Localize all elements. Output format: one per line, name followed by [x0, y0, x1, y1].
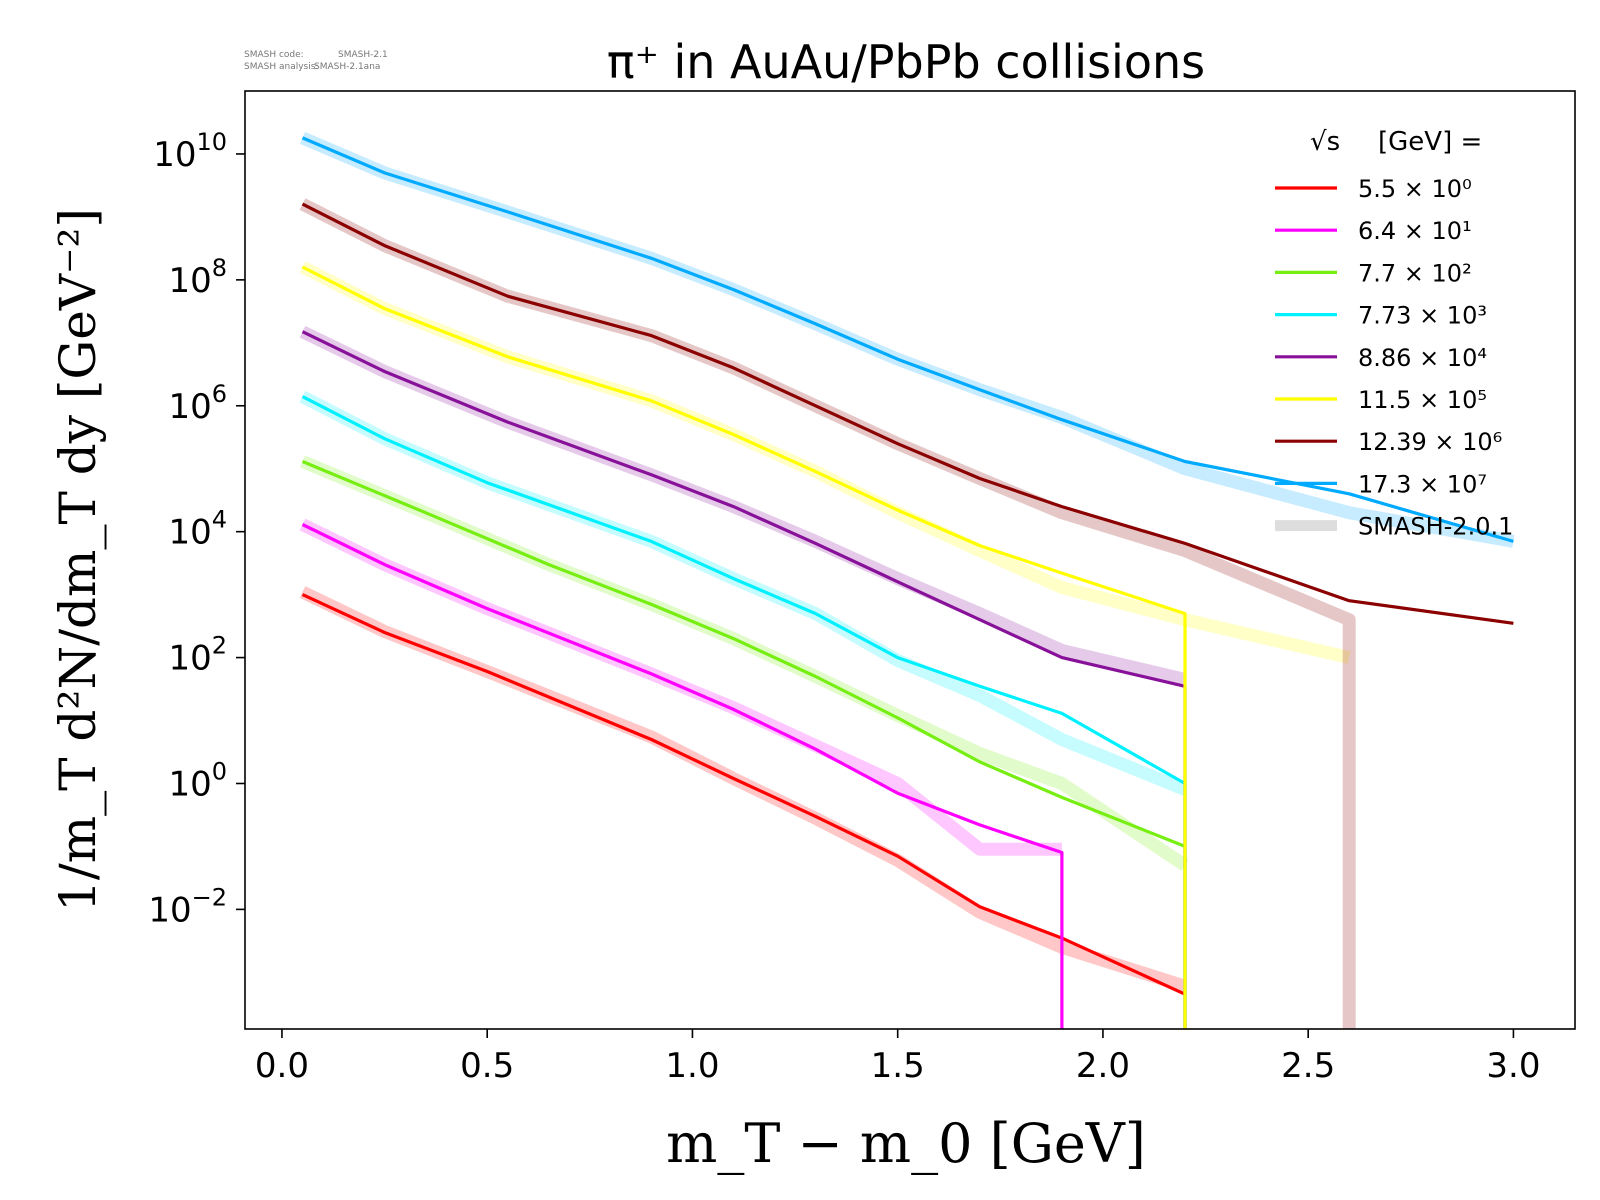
x-tick-label: 0.0 [255, 1046, 309, 1086]
legend-label: 17.3 × 10⁷ [1358, 470, 1487, 498]
y-tick-label: 108 [168, 254, 227, 301]
x-tick-label: 2.5 [1281, 1046, 1335, 1086]
y-tick-label: 102 [168, 632, 227, 679]
series-line-4 [301, 395, 1187, 1029]
y-tick-label: 1010 [153, 128, 227, 175]
y-axis-label: 1/m_T d²N/dm_T dy [GeV⁻²] [49, 208, 107, 912]
legend-label: 11.5 × 10⁵ [1358, 386, 1487, 414]
legend-title-unit: [GeV] = [1378, 127, 1482, 157]
legend: √s [GeV] = 5.5 × 10⁰ 6.4 × 10¹ 7.7 × 10² 7.… [1275, 127, 1513, 541]
legend-label: 5.5 × 10⁰ [1358, 175, 1472, 203]
series-line-2 [301, 523, 1064, 1029]
legend-title: √s [GeV] = [1310, 127, 1482, 157]
y-tick-label: 100 [168, 757, 227, 804]
y-tick-label: 104 [168, 506, 227, 553]
legend-label: SMASH-2.0.1 [1358, 513, 1513, 541]
series-line-8 [301, 136, 1514, 543]
series-curves [301, 136, 1514, 1029]
plot-area [245, 91, 1575, 1029]
legend-label: 6.4 × 10¹ [1358, 217, 1472, 245]
legend-items: 5.5 × 10⁰ 6.4 × 10¹ 7.7 × 10² 7.73 × 10³ 8.8… [1275, 175, 1513, 541]
smash-code-label: SMASH code: [244, 50, 304, 60]
series-line-5 [301, 330, 1187, 1029]
chart-title: π⁺ in AuAu/PbPb collisions [607, 35, 1205, 89]
series-line-7 [301, 202, 1514, 625]
x-tick-label: 1.5 [871, 1046, 925, 1086]
series-line-1 [301, 593, 1186, 996]
series-line-6 [301, 265, 1187, 1029]
legend-title-sqrt-s: √s [1310, 127, 1340, 157]
y-tick-label: 106 [168, 380, 227, 427]
x-tick-label: 2.0 [1076, 1046, 1130, 1086]
smash-analysis-label: SMASH analysis: [244, 62, 318, 72]
legend-label: 12.39 × 10⁶ [1358, 428, 1502, 456]
smash-analysis-value: SMASH-2.1ana [314, 62, 380, 72]
legend-label: 8.86 × 10⁴ [1358, 344, 1487, 372]
x-tick-label: 0.5 [460, 1046, 514, 1086]
legend-label: 7.7 × 10² [1358, 259, 1472, 287]
y-axis: 1010 108 106 104 102 100 10−2 [148, 128, 245, 930]
y-tick-label: 10−2 [148, 883, 227, 930]
x-axis: 0.0 0.5 1.0 1.5 2.0 2.5 3.0 [255, 1029, 1540, 1086]
x-tick-label: 1.0 [665, 1046, 719, 1086]
legend-label: 7.73 × 10³ [1358, 302, 1487, 330]
smash-code-value: SMASH-2.1 [338, 50, 388, 60]
x-tick-label: 3.0 [1486, 1046, 1540, 1086]
series-line-3 [301, 460, 1187, 1029]
x-axis-label: m_T − m_0 [GeV] [666, 1112, 1146, 1175]
plot-frame [244, 90, 1576, 1030]
